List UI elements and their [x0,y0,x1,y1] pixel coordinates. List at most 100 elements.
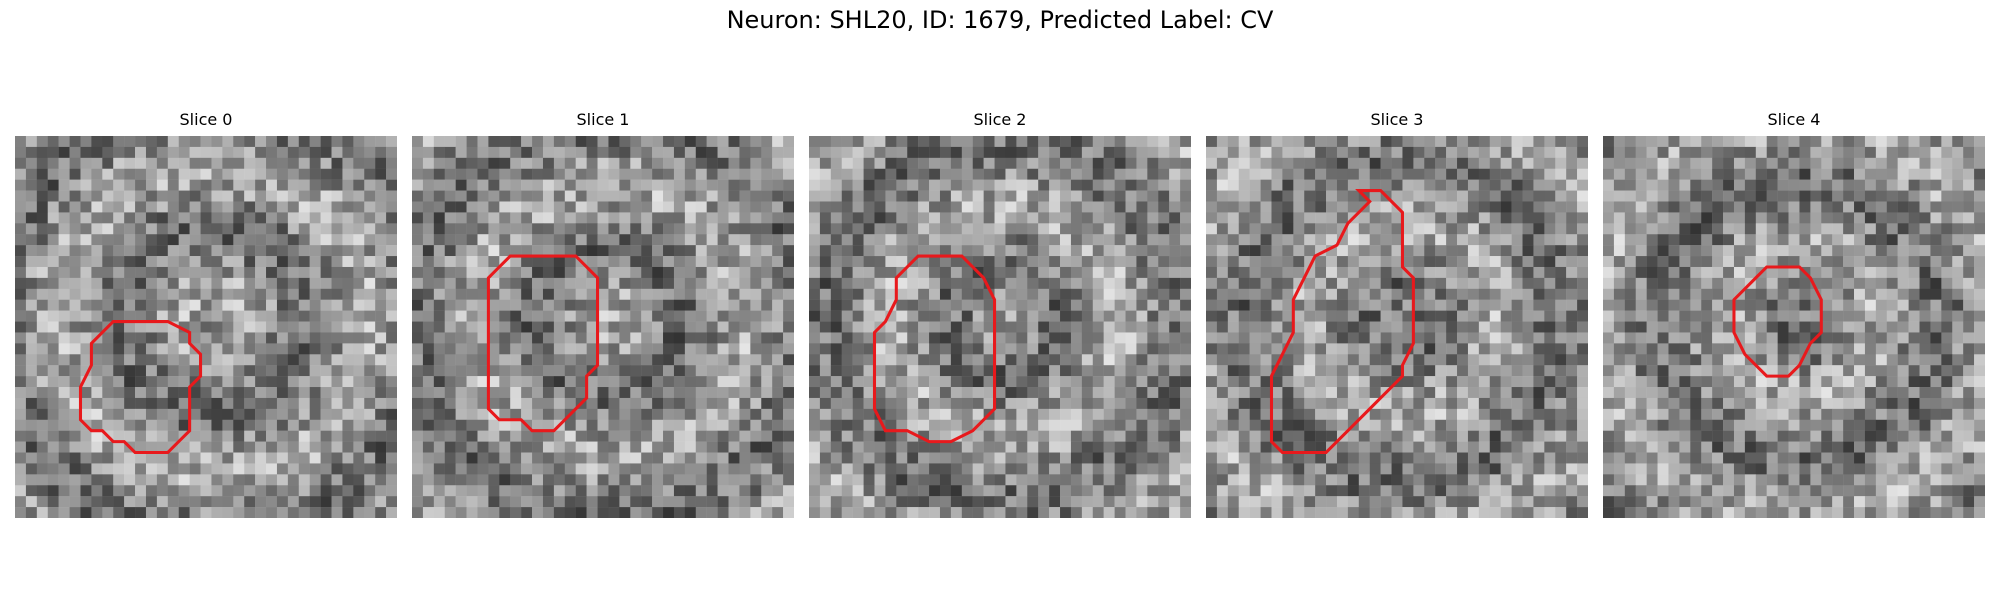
pixel [521,343,533,355]
pixel [386,299,397,311]
pixel [663,343,675,355]
pixel [113,266,125,279]
pixel [1049,430,1061,442]
pixel [1038,365,1050,377]
pixel [641,452,653,464]
pixel [1216,179,1229,191]
pixel [1092,234,1104,246]
pixel [69,463,81,475]
pixel [375,201,387,213]
pixel [1038,223,1050,235]
pixel [1158,408,1170,420]
pixel [91,168,103,180]
pixel [994,168,1006,180]
pixel [145,136,158,148]
pixel [1060,223,1072,235]
pixel [1544,168,1556,180]
pixel [1489,474,1501,486]
pixel [1624,136,1636,148]
pixel [466,354,478,366]
pixel [841,485,853,497]
pixel [1380,463,1392,475]
pixel [772,136,784,148]
pixel [761,408,773,420]
pixel [211,310,223,322]
pixel [1260,245,1272,257]
pixel [983,496,995,508]
pixel [783,288,794,300]
pixel [1424,343,1436,355]
pixel [673,179,686,191]
pixel [422,212,435,224]
pixel [608,234,620,246]
pixel [1522,234,1534,246]
pixel [1081,136,1093,148]
pixel [178,190,190,202]
pixel [113,397,125,410]
pixel [113,223,125,235]
pixel [309,299,321,311]
pixel [896,245,908,257]
pixel [1206,179,1218,191]
pixel [717,474,729,486]
pixel [1489,168,1501,180]
pixel [124,256,136,268]
pixel [1092,387,1104,399]
pixel [1092,288,1104,300]
pixel [91,376,103,388]
pixel [320,485,332,497]
pixel [36,190,48,202]
pixel [145,256,158,268]
pixel [69,343,81,355]
pixel [422,146,435,159]
pixel [706,452,718,464]
pixel [1424,408,1436,420]
pixel [1380,474,1392,486]
pixel [1103,441,1115,453]
pixel [907,136,919,148]
pixel [135,288,147,300]
pixel [1103,452,1115,464]
pixel [1489,408,1501,420]
pixel [200,223,212,235]
pixel [929,430,941,442]
pixel [1147,321,1159,333]
pixel [189,299,201,311]
pixel [488,354,500,366]
pixel [1941,146,1953,159]
pixel [1446,387,1458,399]
pixel [1511,179,1523,191]
pixel [91,474,103,486]
pixel [58,474,70,486]
pixel [200,354,212,366]
pixel [1060,485,1072,497]
pixel [1070,496,1083,508]
pixel [597,354,609,366]
pixel [772,376,784,388]
pixel [641,365,653,377]
pixel [586,408,598,420]
pixel [466,332,478,344]
pixel [386,256,397,268]
pixel [542,376,555,388]
pixel [929,474,941,486]
pixel [1282,157,1294,169]
pixel [1369,496,1381,508]
pixel [1500,201,1512,213]
pixel [499,397,511,410]
pixel [717,277,729,290]
pixel [1315,343,1327,355]
pixel [841,343,853,355]
pixel [1533,507,1545,518]
pixel [553,441,566,453]
pixel [950,146,963,159]
pixel [1304,146,1316,159]
pixel [717,376,729,388]
pixel [1060,376,1072,388]
pixel [444,190,456,202]
pixel [1092,354,1104,366]
pixel [961,376,973,388]
pixel [1358,179,1370,191]
pixel [124,212,136,224]
pixel [211,234,223,246]
